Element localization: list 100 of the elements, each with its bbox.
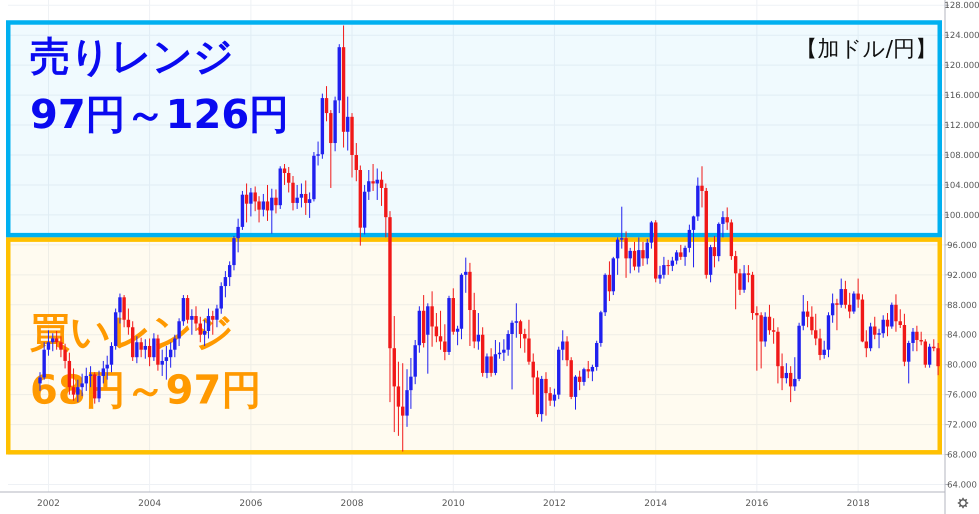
candlestick (793, 356, 797, 392)
candlestick (936, 342, 940, 376)
candlestick (620, 206, 624, 250)
candlestick (868, 322, 872, 352)
candlestick (806, 300, 810, 328)
x-tick-label: 2006 (239, 499, 263, 509)
candlestick (852, 290, 856, 314)
candlestick (788, 366, 792, 403)
candlestick (734, 250, 738, 310)
candlestick (308, 192, 312, 218)
candlestick (848, 292, 852, 319)
candlestick (498, 342, 502, 360)
x-tick-label: 2016 (745, 499, 769, 509)
candlestick (224, 270, 228, 298)
x-tick-label: 2012 (542, 499, 566, 509)
candlestick (742, 264, 746, 294)
candlestick (476, 312, 480, 350)
candlestick (502, 338, 506, 362)
y-tick-label: 100.000 (944, 210, 979, 221)
candlestick (594, 340, 598, 372)
y-tick-label: 128.000 (944, 1, 979, 12)
candlestick (856, 278, 860, 308)
candlestick (882, 314, 885, 338)
candlestick (666, 259, 670, 276)
candlestick (464, 257, 468, 294)
candlestick (822, 340, 826, 360)
candlestick (907, 340, 910, 384)
candlestick (494, 339, 498, 376)
candlestick (924, 338, 928, 368)
candlestick (755, 306, 759, 372)
y-tick-label: 88.000 (947, 300, 977, 311)
y-tick-label: 124.000 (944, 31, 979, 42)
candlestick (873, 316, 876, 340)
candlestick (670, 256, 674, 272)
y-tick-label: 120.000 (944, 61, 979, 72)
y-tick-label: 108.000 (944, 151, 979, 162)
candlestick (346, 96, 350, 152)
candlestick (443, 324, 447, 361)
candlestick (932, 338, 936, 352)
candlestick (54, 330, 58, 350)
candlestick (890, 302, 894, 330)
candlestick (772, 318, 776, 344)
candlestick (548, 386, 552, 406)
y-tick-label: 92.000 (947, 270, 977, 281)
candlestick (844, 280, 848, 310)
candlestick (434, 312, 438, 343)
candlestick (249, 187, 253, 217)
candlestick (586, 360, 590, 379)
candlestick (228, 260, 232, 287)
candlestick (552, 388, 556, 408)
candlestick (371, 164, 375, 192)
candlestick (746, 264, 750, 283)
candlestick (628, 247, 632, 274)
candlestick (304, 180, 308, 216)
candlestick (220, 282, 223, 314)
candlestick (616, 236, 620, 276)
x-tick-label: 2004 (138, 499, 162, 509)
candlestick (316, 141, 320, 166)
candlestick (380, 170, 384, 206)
candlestick (430, 290, 434, 348)
candlestick (911, 328, 915, 352)
candlestick (532, 352, 535, 396)
candlestick (295, 184, 299, 210)
candlestick (700, 166, 704, 208)
candlestick (637, 236, 641, 274)
candlestick (401, 362, 404, 452)
candlestick (624, 230, 628, 278)
y-tick-label: 112.000 (944, 121, 979, 132)
candlestick (679, 244, 682, 260)
candlestick (919, 331, 923, 346)
y-tick-label: 68.000 (947, 450, 977, 461)
candlestick (262, 193, 266, 217)
candlestick (376, 168, 379, 200)
y-tick-label: 116.000 (944, 91, 979, 102)
candlestick (830, 293, 834, 324)
y-tick-label: 76.000 (947, 390, 977, 401)
candlestick (726, 206, 729, 230)
candlestick (835, 298, 839, 331)
candlestick (780, 352, 784, 391)
y-tick-label: 72.000 (947, 420, 977, 431)
x-tick-label: 2018 (846, 499, 870, 509)
candlestick (244, 182, 248, 223)
x-tick-label: 2010 (442, 499, 466, 509)
x-tick-label: 2008 (340, 499, 364, 509)
candlestick (270, 188, 274, 234)
candlestick (688, 224, 692, 253)
candlestick (438, 310, 442, 350)
candlestick (236, 218, 240, 253)
candlestick (915, 325, 919, 352)
candlestick (578, 370, 582, 391)
candlestick (51, 332, 54, 352)
x-tick-label: 2014 (644, 499, 668, 509)
candlestick (928, 343, 932, 368)
candlestick (489, 348, 493, 378)
candlestick (683, 245, 687, 266)
candlestick (590, 364, 594, 382)
candlestick (527, 319, 531, 366)
band-label: 売りレンジ 97円～126円 (30, 34, 290, 138)
candlestick (674, 250, 678, 265)
annotation: 【加ドル/円】 (796, 37, 937, 62)
